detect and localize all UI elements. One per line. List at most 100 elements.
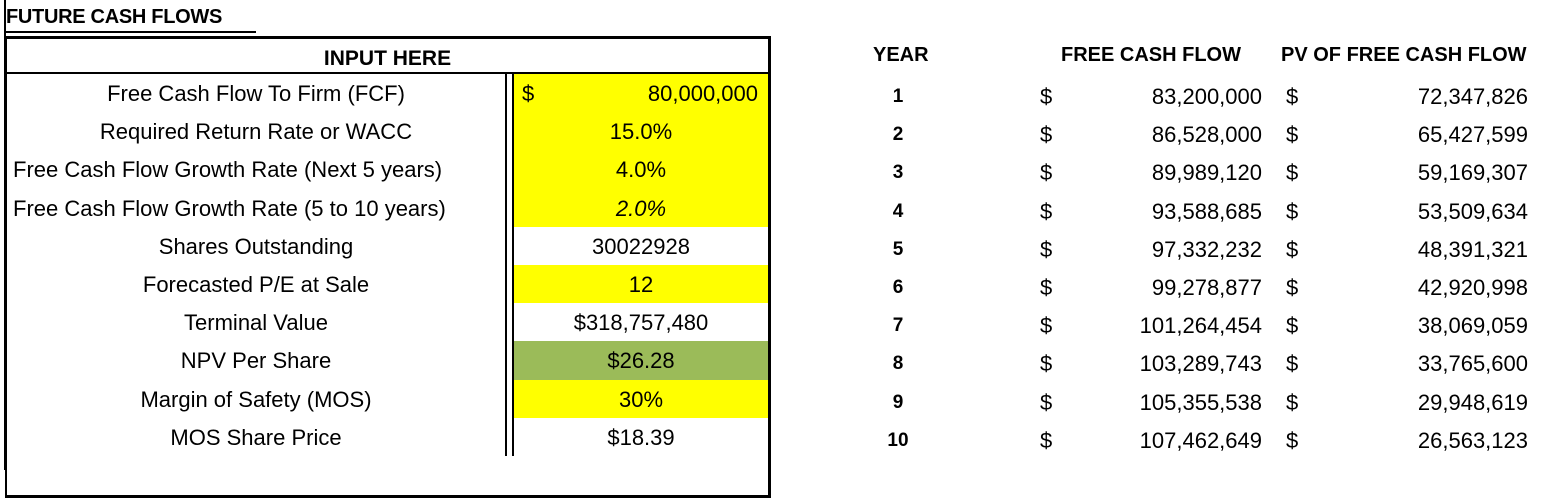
fcf-value-cell: 97,332,232 xyxy=(1151,236,1262,262)
input-value-cell[interactable]: 30% xyxy=(514,379,768,418)
fcf-value-cell: 105,355,538 xyxy=(1139,389,1262,415)
pv-value-cell: 72,347,826 xyxy=(1417,84,1528,109)
fcf-value-cell: 103,289,743 xyxy=(1139,351,1262,377)
column-divider xyxy=(505,74,514,113)
input-table: INPUT HERE Free Cash Flow To Firm (FCF) $… xyxy=(5,36,771,498)
input-value: 80,000,000 xyxy=(647,81,758,106)
input-label: Shares Outstanding xyxy=(158,233,354,259)
fcf-value-cell: 93,588,685 xyxy=(1151,198,1262,224)
input-value-cell[interactable]: 30022928 xyxy=(592,233,690,259)
fcf-value-cell: 107,462,649 xyxy=(1139,427,1262,453)
fcf-currency-symbol: $ xyxy=(1040,351,1053,377)
year-cell: 4 xyxy=(892,200,904,222)
input-label: Margin of Safety (MOS) xyxy=(140,386,372,412)
year-cell: 3 xyxy=(892,162,904,184)
input-value-cell[interactable]: 15.0% xyxy=(514,112,768,151)
input-table-header: INPUT HERE xyxy=(5,36,771,74)
year-cell: 8 xyxy=(892,353,904,375)
pv-free-cash-flow-column-header: PV OF FREE CASH FLOW xyxy=(1281,44,1527,66)
year-cell: 2 xyxy=(892,124,904,146)
pv-currency-symbol: $ xyxy=(1286,122,1299,148)
currency-symbol: $ xyxy=(522,81,535,106)
pv-value-cell: 33,765,600 xyxy=(1417,351,1528,377)
column-divider xyxy=(505,265,514,304)
pv-currency-symbol: $ xyxy=(1286,389,1299,415)
year-cell: 6 xyxy=(892,277,904,298)
pv-currency-symbol: $ xyxy=(1286,84,1299,109)
fcf-value-cell: 83,200,000 xyxy=(1151,84,1262,109)
input-row: Terminal Value $318,757,480 xyxy=(7,303,768,342)
fcf-currency-symbol: $ xyxy=(1040,389,1053,415)
fcf-value-cell: 86,528,000 xyxy=(1151,122,1262,148)
input-label: Terminal Value xyxy=(184,310,328,336)
input-label: Free Cash Flow To Firm (FCF) xyxy=(107,81,405,106)
input-value-cell[interactable]: 4.0% xyxy=(514,150,768,189)
input-value-cell[interactable]: $18.39 xyxy=(607,424,675,450)
input-value-cell[interactable]: $26.28 xyxy=(514,341,768,380)
input-table-body: Free Cash Flow To Firm (FCF) $80,000,000 R… xyxy=(5,74,771,498)
pv-value-cell: 65,427,599 xyxy=(1417,122,1528,148)
fcf-currency-symbol: $ xyxy=(1040,236,1053,262)
fcf-value-cell: 99,278,877 xyxy=(1151,275,1262,300)
fcf-currency-symbol: $ xyxy=(1040,84,1053,109)
pv-currency-symbol: $ xyxy=(1286,236,1299,262)
input-row: Free Cash Flow To Firm (FCF) $80,000,000 xyxy=(7,74,768,113)
fcf-currency-symbol: $ xyxy=(1040,427,1053,453)
pv-currency-symbol: $ xyxy=(1286,427,1299,453)
sheet-title: FUTURE CASH FLOWS xyxy=(6,6,222,28)
input-value-cell[interactable]: $318,757,480 xyxy=(573,310,709,336)
input-row: Margin of Safety (MOS) 30% xyxy=(7,379,768,418)
input-row: Forecasted P/E at Sale 12 xyxy=(7,265,768,304)
fcf-currency-symbol: $ xyxy=(1040,313,1053,339)
input-row: NPV Per Share $26.28 xyxy=(7,341,768,380)
pv-value-cell: 29,948,619 xyxy=(1417,389,1528,415)
input-label: Required Return Rate or WACC xyxy=(99,119,413,145)
input-row: Free Cash Flow Growth Rate (5 to 10 year… xyxy=(7,188,768,227)
input-row: Free Cash Flow Growth Rate (Next 5 years… xyxy=(7,150,768,189)
fcf-currency-symbol: $ xyxy=(1040,160,1053,186)
pv-value-cell: 48,391,321 xyxy=(1417,236,1528,262)
year-column-header: YEAR xyxy=(873,44,929,66)
pv-currency-symbol: $ xyxy=(1286,275,1299,300)
input-value-cell[interactable]: 12 xyxy=(514,265,768,304)
fcf-currency-symbol: $ xyxy=(1040,122,1053,148)
column-divider xyxy=(505,417,514,456)
input-label: Forecasted P/E at Sale xyxy=(142,272,370,297)
column-divider xyxy=(505,379,514,418)
pv-value-cell: 26,563,123 xyxy=(1417,427,1528,453)
input-value-cell[interactable]: $80,000,000 xyxy=(514,74,768,113)
pv-value-cell: 42,920,998 xyxy=(1417,275,1528,300)
column-divider xyxy=(505,112,514,151)
fcf-currency-symbol: $ xyxy=(1040,198,1053,224)
pv-currency-symbol: $ xyxy=(1286,351,1299,377)
year-cell: 5 xyxy=(892,238,904,260)
column-divider xyxy=(505,188,514,227)
input-value-cell[interactable]: 2.0% xyxy=(514,188,768,227)
pv-value-cell: 38,069,059 xyxy=(1417,313,1528,339)
sheet-title-underline xyxy=(4,31,256,33)
input-label: Free Cash Flow Growth Rate (Next 5 years… xyxy=(13,157,443,183)
input-row: Shares Outstanding 30022928 xyxy=(7,226,768,265)
year-cell: 9 xyxy=(892,391,904,413)
column-divider xyxy=(505,226,514,265)
input-row: MOS Share Price $18.39 xyxy=(7,417,768,456)
column-divider xyxy=(505,150,514,189)
input-label: Free Cash Flow Growth Rate (5 to 10 year… xyxy=(13,195,446,221)
fcf-currency-symbol: $ xyxy=(1040,275,1053,300)
pv-currency-symbol: $ xyxy=(1286,313,1299,339)
pv-value-cell: 53,509,634 xyxy=(1417,198,1528,224)
pv-currency-symbol: $ xyxy=(1286,198,1299,224)
input-label: NPV Per Share xyxy=(180,348,332,374)
fcf-value-cell: 101,264,454 xyxy=(1139,313,1262,339)
pv-value-cell: 59,169,307 xyxy=(1417,160,1528,186)
pv-currency-symbol: $ xyxy=(1286,160,1299,186)
column-divider xyxy=(505,303,514,342)
input-row: Required Return Rate or WACC 15.0% xyxy=(7,112,768,151)
free-cash-flow-column-header: FREE CASH FLOW xyxy=(1061,44,1241,66)
year-cell: 1 xyxy=(892,86,904,107)
input-label: MOS Share Price xyxy=(170,424,342,450)
column-divider xyxy=(505,341,514,380)
fcf-value-cell: 89,989,120 xyxy=(1151,160,1262,186)
year-cell: 10 xyxy=(887,429,909,451)
year-cell: 7 xyxy=(892,315,904,337)
